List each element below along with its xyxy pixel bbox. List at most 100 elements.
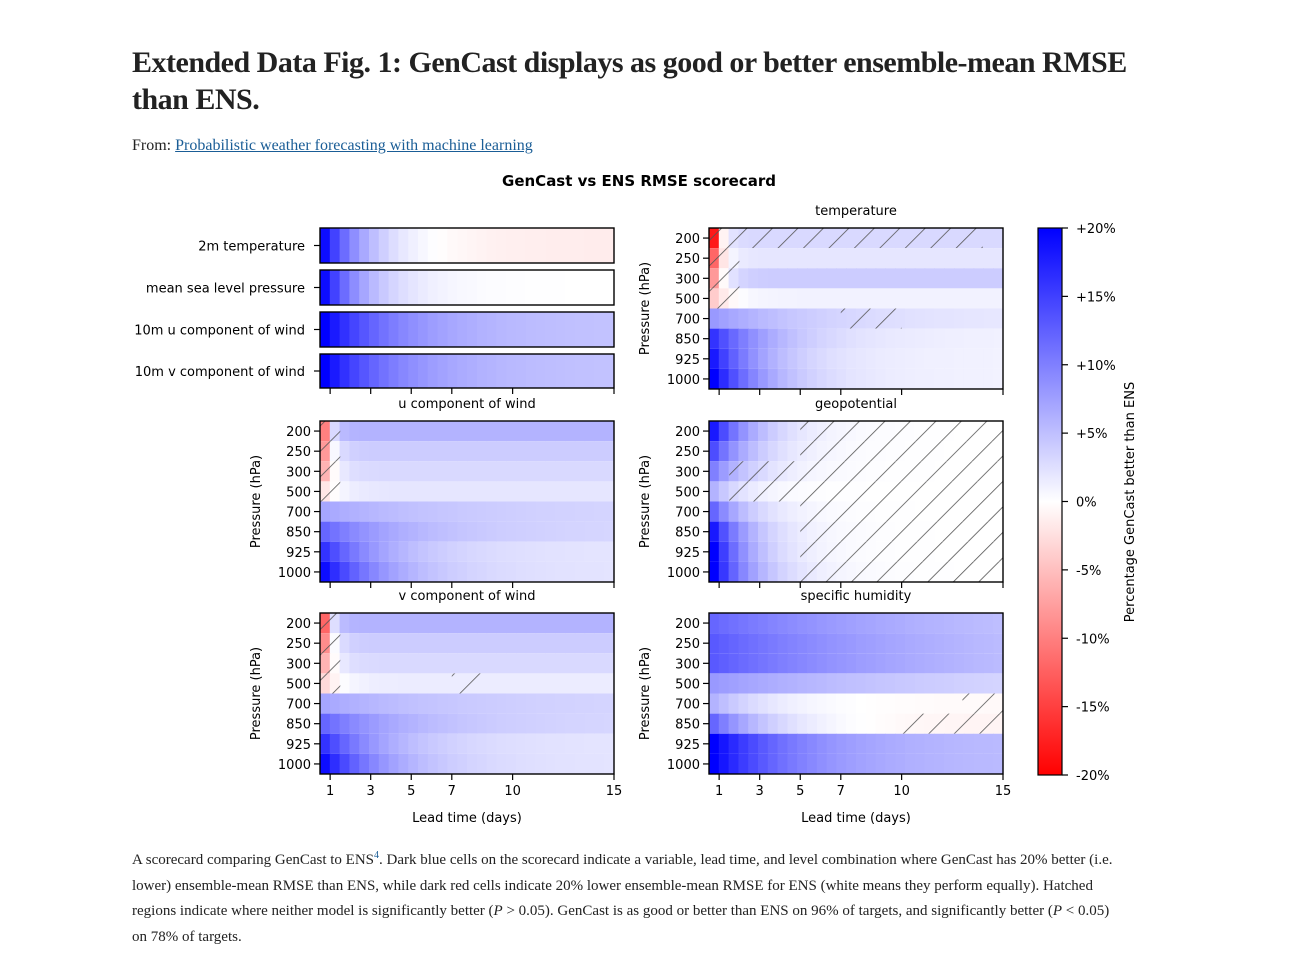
heatmap-cell bbox=[856, 673, 867, 694]
heatmap-cell bbox=[787, 421, 798, 442]
heatmap-cell bbox=[496, 693, 507, 714]
heatmap-cell bbox=[496, 613, 507, 634]
heatmap-cell bbox=[437, 613, 448, 634]
heatmap-cell bbox=[777, 308, 788, 329]
x-tick-label: 15 bbox=[606, 784, 623, 799]
heatmap-cell bbox=[467, 270, 478, 305]
heatmap-cell bbox=[954, 248, 965, 269]
heatmap-cell bbox=[767, 673, 779, 694]
heatmap-cell bbox=[594, 354, 605, 388]
heatmap-cell bbox=[748, 268, 759, 289]
heatmap-cell bbox=[486, 481, 497, 502]
heatmap-cell bbox=[388, 653, 399, 674]
heatmap-cell bbox=[767, 368, 779, 390]
heatmap-cell bbox=[846, 268, 857, 289]
heatmap-cell bbox=[506, 501, 517, 522]
heatmap-cell bbox=[856, 733, 867, 754]
heatmap-cell bbox=[718, 348, 730, 369]
heatmap-cell bbox=[826, 733, 837, 754]
heatmap-cell bbox=[349, 753, 360, 775]
heatmap-cell bbox=[709, 501, 720, 522]
heatmap-cell bbox=[748, 288, 759, 309]
heatmap-cell bbox=[875, 248, 886, 269]
panel-specific-humidity: specific humidity 200 250 300 500 700 850 925 1… bbox=[638, 589, 1011, 799]
heatmap-cell bbox=[388, 354, 399, 388]
heatmap-cell bbox=[408, 312, 419, 347]
heatmap-cell bbox=[545, 461, 556, 482]
heatmap-cell bbox=[359, 561, 370, 583]
heatmap-cell bbox=[408, 693, 419, 714]
heatmap-cell bbox=[767, 653, 779, 674]
heatmap-cell bbox=[447, 633, 458, 654]
heatmap-cell bbox=[329, 713, 341, 734]
source-article-link[interactable]: Probabilistic weather forecasting with m… bbox=[175, 137, 533, 154]
heatmap-cell bbox=[826, 693, 837, 714]
heatmap-cell bbox=[535, 633, 546, 654]
heatmap-cell bbox=[885, 368, 896, 390]
heatmap-cell bbox=[408, 673, 419, 694]
heatmap-cell bbox=[525, 461, 537, 482]
heatmap-cell bbox=[496, 561, 507, 583]
heatmap-cell bbox=[574, 521, 586, 542]
heatmap-cell bbox=[836, 613, 847, 634]
heatmap-cell bbox=[973, 268, 984, 289]
heatmap-cell bbox=[457, 441, 468, 462]
heatmap-cell bbox=[447, 501, 458, 522]
panel-frame bbox=[708, 612, 1004, 775]
heatmap-cell bbox=[738, 753, 749, 775]
heatmap-cell bbox=[826, 713, 837, 734]
heatmap-cell bbox=[875, 328, 886, 349]
colorbar-tick-label: +20% bbox=[1076, 222, 1116, 237]
heatmap-cell bbox=[476, 354, 488, 388]
pressure-level-label: 850 bbox=[286, 718, 311, 733]
heatmap-cell bbox=[447, 421, 458, 442]
heatmap-cell bbox=[457, 461, 468, 482]
colorbar-gradient bbox=[1037, 227, 1063, 776]
heatmap-cell bbox=[594, 501, 605, 522]
heatmap-cell bbox=[807, 673, 818, 694]
heatmap-cell bbox=[836, 288, 847, 309]
heatmap-cell bbox=[767, 328, 779, 349]
heatmap-cell bbox=[826, 613, 837, 634]
heatmap-cell bbox=[895, 753, 906, 775]
heatmap-cell bbox=[846, 753, 857, 775]
reference-link[interactable]: 4 bbox=[374, 850, 380, 861]
heatmap-cell bbox=[535, 481, 546, 502]
heatmap-cell bbox=[476, 653, 488, 674]
heatmap-cell bbox=[565, 421, 576, 442]
heatmap-cell bbox=[437, 633, 448, 654]
heatmap-cell bbox=[437, 421, 448, 442]
heatmap-cell bbox=[496, 461, 507, 482]
heatmap-cell bbox=[496, 481, 507, 502]
heatmap-cell bbox=[329, 501, 341, 522]
heatmap-cell bbox=[728, 713, 739, 734]
heatmap-cell bbox=[574, 441, 586, 462]
heatmap-cell bbox=[787, 308, 798, 329]
heatmap-cell bbox=[388, 673, 399, 694]
heatmap-cell bbox=[787, 521, 798, 542]
heatmap-cell bbox=[865, 733, 877, 754]
heatmap-cell bbox=[535, 228, 546, 263]
heatmap-cell bbox=[836, 753, 847, 775]
heatmap-cell bbox=[875, 348, 886, 369]
heatmap-cell bbox=[758, 753, 769, 775]
heatmap-cell bbox=[535, 521, 546, 542]
heatmap-cell bbox=[728, 753, 739, 775]
heatmap-cell bbox=[934, 693, 945, 714]
heatmap-cell bbox=[728, 521, 739, 542]
heatmap-cell bbox=[447, 270, 458, 305]
heatmap-cell bbox=[993, 368, 1004, 390]
heatmap-cell bbox=[467, 693, 478, 714]
heatmap-cell bbox=[388, 441, 399, 462]
heatmap-cell bbox=[457, 541, 468, 562]
heatmap-cell bbox=[807, 733, 818, 754]
heatmap-cell bbox=[457, 653, 468, 674]
heatmap-cell bbox=[418, 421, 429, 442]
heatmap-cell bbox=[555, 673, 566, 694]
heatmap-cell bbox=[856, 268, 867, 289]
hatch-region bbox=[800, 501, 1003, 522]
heatmap-cell bbox=[467, 521, 478, 542]
heatmap-cell bbox=[718, 613, 730, 634]
heatmap-cell bbox=[748, 421, 759, 442]
heatmap-cell bbox=[709, 633, 720, 654]
